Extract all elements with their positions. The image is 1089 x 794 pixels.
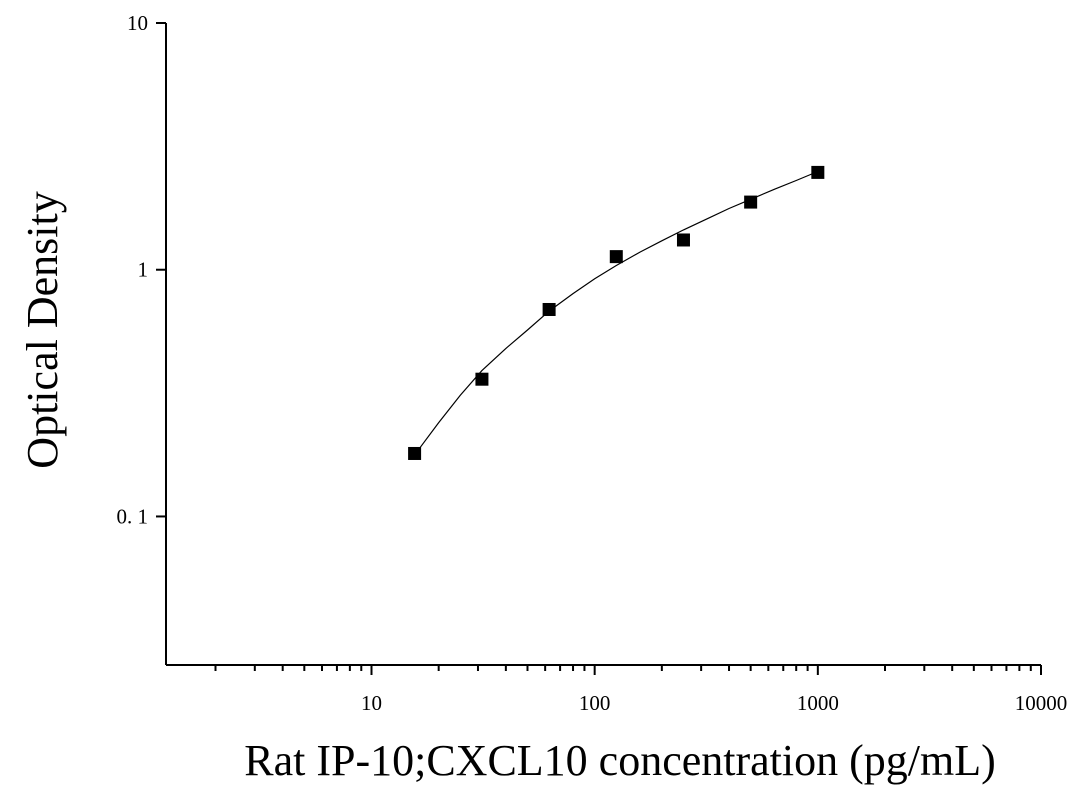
fit-curve — [419, 170, 819, 449]
data-point — [609, 250, 623, 264]
y-tick-label: 0. 1 — [117, 504, 149, 528]
data-point — [744, 195, 758, 209]
y-tick-label: 10 — [127, 11, 148, 35]
x-axis-title: Rat IP-10;CXCL10 concentration (pg/mL) — [244, 736, 996, 785]
data-point — [408, 446, 422, 460]
x-tick-label: 10000 — [1015, 691, 1068, 715]
data-point — [676, 233, 690, 247]
fit-curve-group — [419, 170, 819, 449]
x-tick-label: 10 — [361, 691, 382, 715]
y-tick-label: 1 — [138, 258, 149, 282]
y-axis-title: Optical Density — [18, 191, 67, 468]
axes: 10 100 1000 10000 0. 1 1 10 — [117, 11, 1068, 715]
data-point — [811, 165, 825, 179]
x-tick-label: 100 — [579, 691, 611, 715]
data-point — [475, 372, 489, 386]
data-point — [542, 302, 556, 316]
x-tick-label: 1000 — [797, 691, 839, 715]
data-points — [408, 165, 825, 460]
